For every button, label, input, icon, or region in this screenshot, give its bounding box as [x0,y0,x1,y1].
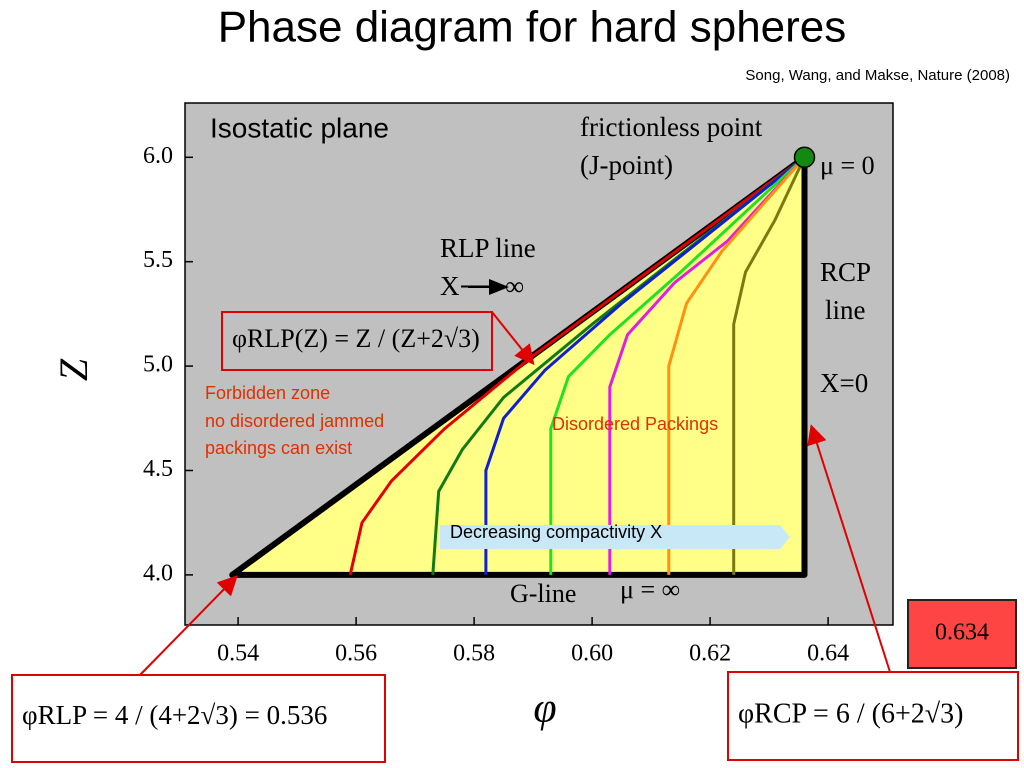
y-axis-label: Z [51,358,96,381]
annotation: no disordered jammed [205,411,384,431]
pointer [491,311,535,366]
compactivity-arrow [440,525,790,549]
formula-box [727,671,1019,761]
compactivity-curve [608,156,806,575]
annotation: Isostatic plane [210,112,389,143]
annotation: φRCP = 6 / (6+2√3) [738,698,963,729]
y-tick-label: 4.5 [143,456,173,482]
x-tick-label: 0.58 [453,641,495,667]
plot: 0.54 0.56 0.58 0.60 0.62 0.64 4.0 4.5 5.0 5.5 6.0 φ… [51,143,849,732]
annotation: 0.634 [935,620,989,646]
annotation: Disordered Packings [552,414,718,434]
x-tick-label: 0.62 [689,641,731,667]
pointer [139,575,238,676]
x-tick-label: 0.60 [571,641,613,667]
annotation: X⟶ ∞ [440,271,524,301]
j-point [793,146,816,169]
annotation: X=0 [820,368,868,398]
annotations: Isostatic plane frictionless point (J-poin… [22,112,989,730]
annotation: Decreasing compactivity X [450,522,662,542]
x-tick-label: 0.56 [335,641,377,667]
x-tick-label: 0.64 [807,641,849,667]
annotation: RLP line [440,233,536,263]
annotation: (J-point) [580,150,673,180]
x-tick-label: 0.54 [217,641,259,667]
y-tick-label: 4.0 [143,560,173,586]
annotation: RCP [820,257,871,287]
formula-box [11,674,386,763]
compactivity-curve [732,156,806,575]
value-box [907,599,1017,669]
citation: Song, Wang, and Makse, Nature (2008) [745,67,1010,84]
y-tick-label: 6.0 [143,143,173,169]
pointer [807,424,891,673]
annotation: μ = ∞ [620,575,680,604]
x-axis-label: φ [533,686,556,732]
annotation: packings can exist [205,438,352,458]
annotation: φRLP(Z) = Z / (Z+2√3) [232,324,480,353]
annotation: Forbidden zone [205,383,330,403]
annotation: φRLP = 4 / (4+2√3) = 0.536 [22,700,327,730]
y-tick-label: 5.5 [143,247,173,273]
annotation: μ = 0 [820,151,875,180]
compactivity-curve [348,156,806,576]
compactivity-curve [549,156,806,575]
slide-title: Phase diagram for hard spheres [218,3,847,52]
y-tick-label: 5.0 [143,352,173,378]
compactivity-curve [431,156,806,575]
annotation: frictionless point [580,112,763,142]
annotation: G-line [510,579,576,608]
formula-box [221,311,493,371]
compactivity-curve [667,156,806,575]
compactivity-curve [484,156,806,575]
annotation: line [825,295,866,325]
